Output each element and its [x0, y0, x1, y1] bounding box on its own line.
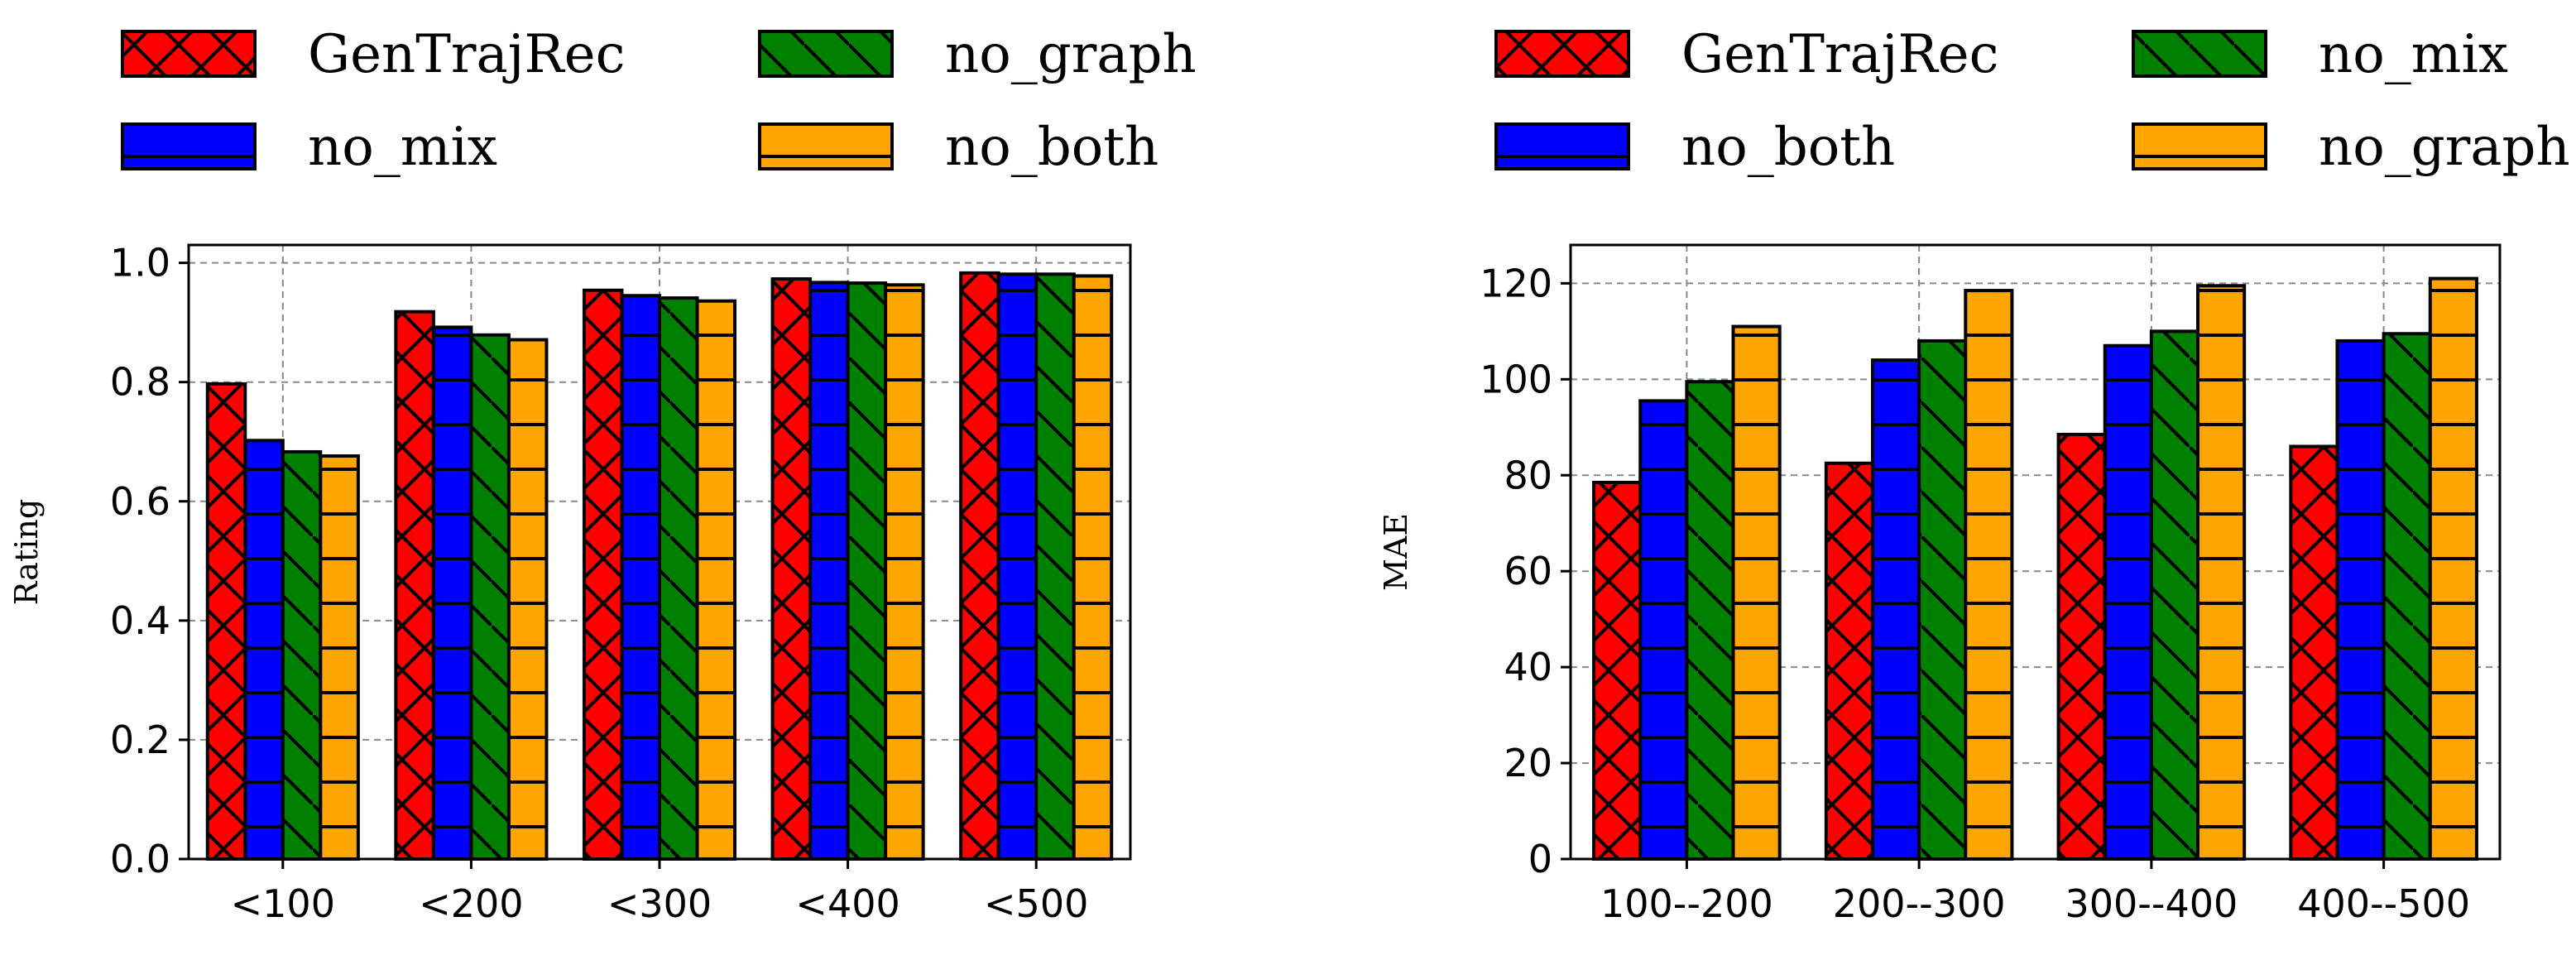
y-tick-label: 0.6 [110, 479, 170, 524]
bar-hatch-plus [1072, 274, 1114, 861]
bar-hatch-plus [431, 325, 473, 862]
x-tick-label: <100 [231, 881, 335, 926]
bar-hatch-x [205, 382, 247, 862]
legend-swatch-hatch [1494, 122, 1630, 170]
rating-chart: 0.0 0.2 0.4 0.6 0.8 1.0 <100 <200 <300 <400 <500 Ra… [8, 241, 1132, 926]
y-tick-label: 0.0 [110, 837, 170, 881]
bar-hatch-x [1824, 461, 1874, 861]
y-tick-label: 0.2 [110, 718, 170, 762]
legend-label-no-both: no_both [1681, 117, 1895, 178]
y-tick-label: 100 [1480, 357, 1552, 401]
bar-hatch-plus [695, 299, 737, 861]
y-tick-label: 80 [1504, 453, 1552, 497]
bar-hatch-diag [1034, 272, 1076, 862]
y-tick-label: 40 [1504, 645, 1552, 689]
bar-hatch-plus [2196, 284, 2247, 861]
bar-hatch-plus [243, 439, 285, 861]
bar-hatch-x [2056, 432, 2107, 861]
legend-label-no-graph: no_graph [945, 24, 1197, 85]
bar-hatch-plus [808, 281, 850, 861]
y-tick-label: 0.4 [110, 598, 170, 643]
legend-label-gentrajrec: GenTrajRec [1681, 24, 1998, 85]
y-tick-label: 1.0 [110, 241, 170, 286]
x-tick-label: <500 [984, 881, 1088, 926]
y-tick-label: 0 [1528, 837, 1552, 881]
y-tick-label: 0.8 [110, 360, 170, 405]
x-tick-label: <300 [607, 881, 712, 926]
bar-hatch-x [770, 277, 813, 861]
legend-label-no-graph: no_graph [2319, 117, 2570, 178]
bar-hatch-plus [2335, 338, 2386, 861]
bar-hatch-x [2289, 444, 2339, 861]
bar-hatch-diag [281, 449, 323, 861]
bar-hatch-plus [506, 338, 549, 861]
x-tick-label: <400 [795, 881, 899, 926]
bar-hatch-diag [469, 333, 511, 861]
legend-swatch-hatch [758, 122, 894, 170]
bar-hatch-plus [620, 294, 661, 861]
bar-hatch-plus [1638, 399, 1689, 861]
y-tick-label: 20 [1504, 741, 1552, 785]
bar-hatch-x [959, 271, 1000, 861]
x-tick-label: 200--300 [1833, 881, 2006, 926]
legend-label-no-both: no_both [945, 117, 1158, 178]
mae-chart: 0 20 40 60 80 100 120 100--200 200--300 300--400 4… [1378, 243, 2502, 926]
legend-label-no-mix: no_mix [308, 117, 497, 178]
bar-hatch-plus [1731, 324, 1782, 861]
x-tick-label: <200 [419, 881, 523, 926]
y-tick-label: 60 [1504, 549, 1552, 593]
plot-frame [1569, 243, 2502, 861]
bar-hatch-plus [319, 454, 360, 861]
legend-label-gentrajrec: GenTrajRec [308, 24, 625, 85]
bar-hatch-plus [2428, 276, 2478, 861]
bar-hatch-plus [996, 272, 1039, 862]
bar-hatch-diag [846, 281, 888, 861]
bar-hatch-x [582, 288, 624, 861]
legend-swatch-hatch [1494, 30, 1630, 78]
bar-hatch-plus [1964, 289, 2014, 861]
legend-label-no-mix: no_mix [2319, 24, 2508, 85]
y-tick-label: 120 [1480, 261, 1552, 305]
rating-legend: GenTrajRec no_graph no_mix no_both [121, 24, 1197, 178]
bar-hatch-x [394, 310, 435, 862]
bar-hatch-diag [1685, 380, 1735, 861]
bar-hatch-diag [1917, 338, 1968, 861]
y-axis-label: MAE [1378, 513, 1414, 591]
bar-hatch-x [1592, 480, 1643, 861]
bar-hatch-plus [884, 283, 925, 862]
bar-hatch-diag [2382, 332, 2432, 861]
legend-swatch-hatch [2132, 122, 2267, 170]
legend-swatch-hatch [758, 30, 894, 78]
x-tick-label: 100--200 [1600, 881, 1773, 926]
bar-hatch-plus [1870, 358, 1921, 861]
legend-swatch-hatch [121, 30, 257, 78]
legend-swatch-hatch [121, 122, 257, 170]
mae-legend: GenTrajRec no_mix no_both no_graph [1494, 24, 2570, 178]
x-tick-label: 400--500 [2297, 881, 2470, 926]
bar-hatch-diag [658, 296, 699, 861]
x-tick-label: 300--400 [2065, 881, 2238, 926]
y-axis-label: Rating [8, 499, 45, 605]
bar-hatch-plus [2103, 343, 2153, 861]
bar-hatch-diag [2149, 329, 2200, 861]
legend-swatch-hatch [2132, 30, 2267, 78]
